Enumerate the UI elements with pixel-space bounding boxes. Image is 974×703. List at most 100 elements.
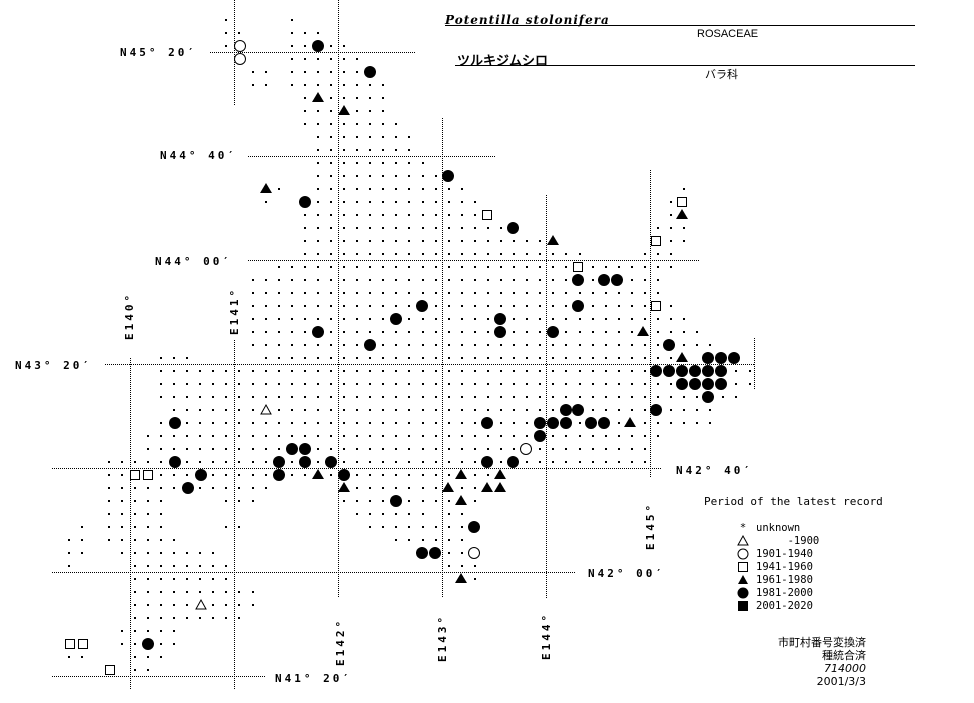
mesh-dot [735,396,737,398]
open-square-marker [105,665,115,675]
mesh-dot [147,591,149,593]
mesh-dot [408,357,410,359]
graticule-lines [52,0,755,690]
mesh-dot [408,474,410,476]
mesh-dot [670,318,672,320]
mesh-dot [225,422,227,424]
mesh-dot [474,422,476,424]
mesh-dot [212,396,214,398]
open-triangle-marker [195,598,207,610]
mesh-dot [173,435,175,437]
mesh-dot [382,448,384,450]
mesh-dot [500,305,502,307]
mesh-dot [422,188,424,190]
mesh-dot [369,162,371,164]
mesh-dot [526,396,528,398]
mesh-dot [448,461,450,463]
mesh-dot [212,409,214,411]
mesh-dot [291,435,293,437]
note-date: 2001/3/3 [816,675,866,688]
mesh-dot [382,240,384,242]
mesh-dot [134,604,136,606]
filled-square-icon [730,600,756,612]
mesh-dot [317,123,319,125]
mesh-dot [291,305,293,307]
mesh-dot [225,370,227,372]
mesh-dot [330,214,332,216]
mesh-dot [369,136,371,138]
mesh-dot [605,318,607,320]
mesh-dot [317,188,319,190]
mesh-dot [579,292,581,294]
mesh-dot [356,253,358,255]
mesh-dot [618,435,620,437]
mesh-dot [422,513,424,515]
mesh-dot [330,110,332,112]
filled-circle-marker [572,274,584,286]
mesh-dot [448,266,450,268]
mesh-dot [356,435,358,437]
mesh-dot [474,279,476,281]
mesh-dot [631,292,633,294]
mesh-dot [644,305,646,307]
mesh-dot [291,474,293,476]
mesh-dot [212,552,214,554]
mesh-dot [526,409,528,411]
open-circle-marker [234,40,246,52]
mesh-dot [238,461,240,463]
mesh-dot [539,461,541,463]
mesh-dot [160,604,162,606]
filled-circle-marker [728,352,740,364]
mesh-dot [382,266,384,268]
mesh-dot [173,617,175,619]
mesh-dot [435,409,437,411]
mesh-dot [644,266,646,268]
filled-circle-marker [715,365,727,377]
mesh-dot [252,461,254,463]
filled-circle-marker [611,274,623,286]
mesh-dot [422,422,424,424]
filled-triangle-marker [676,352,688,362]
mesh-dot [369,266,371,268]
mesh-dot [382,214,384,216]
mesh-dot [448,370,450,372]
mesh-dot [435,539,437,541]
mesh-dot [382,201,384,203]
mesh-dot [435,331,437,333]
mesh-dot [278,279,280,281]
mesh-dot [134,656,136,658]
mesh-dot [513,370,515,372]
mesh-dot [134,591,136,593]
mesh-dot [330,292,332,294]
mesh-dot [500,357,502,359]
mesh-dot [487,318,489,320]
mesh-dot [592,370,594,372]
mesh-dot [304,370,306,372]
mesh-dot [657,357,659,359]
mesh-dot [173,643,175,645]
mesh-dot [252,396,254,398]
mesh-dot [199,461,201,463]
mesh-dot [291,32,293,34]
mesh-dot [330,253,332,255]
mesh-dot [265,370,267,372]
filled-circle-marker [702,378,714,390]
legend-item: * unknown [730,521,816,534]
mesh-dot [304,292,306,294]
mesh-dot [81,539,83,541]
mesh-dot [579,383,581,385]
mesh-dot [68,565,70,567]
mesh-dot [199,487,201,489]
mesh-dot [238,383,240,385]
mesh-dot [382,383,384,385]
mesh-dot [278,357,280,359]
mesh-dot [696,422,698,424]
mesh-dot [395,149,397,151]
mesh-dot [252,383,254,385]
mesh-dot [500,383,502,385]
filled-circle-marker [702,391,714,403]
mesh-dot [526,305,528,307]
mesh-dot [317,266,319,268]
mesh-dot [343,240,345,242]
open-square-marker [677,197,687,207]
